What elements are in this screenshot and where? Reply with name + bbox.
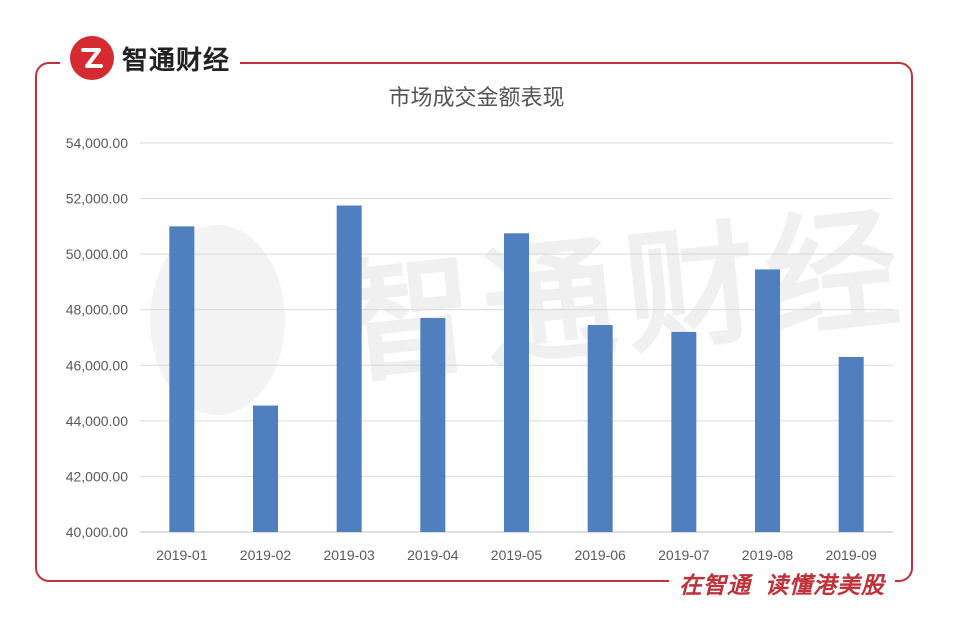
- x-tick-label: 2019-03: [323, 547, 375, 563]
- y-tick-label: 46,000.00: [66, 357, 128, 373]
- brand-header: 智通财经: [60, 34, 241, 82]
- x-axis-ticks: 2019-01 2019-02 2019-03 2019-04 2019-05 2019-…: [156, 547, 877, 563]
- x-tick-label: 2019-02: [240, 547, 292, 563]
- x-tick-label: 2019-06: [574, 547, 626, 563]
- y-tick-label: 40,000.00: [66, 524, 128, 540]
- bar-2019-04: [420, 318, 446, 532]
- bar-2019-02: [253, 405, 278, 532]
- y-axis-ticks: 40,000.00 42,000.00 44,000.00 46,000.00 48,0…: [66, 135, 128, 540]
- x-tick-label: 2019-04: [407, 547, 459, 563]
- bar-2019-05: [504, 233, 529, 532]
- bar-2019-09: [838, 356, 864, 532]
- y-tick-label: 42,000.00: [66, 468, 128, 484]
- bar-2019-06: [587, 324, 613, 532]
- bar-2019-01: [169, 226, 195, 532]
- bar-2019-08: [755, 269, 780, 532]
- y-tick-label: 52,000.00: [66, 191, 128, 207]
- brand-logo-icon: [70, 36, 114, 80]
- y-tick-label: 44,000.00: [66, 413, 128, 429]
- bars: [169, 205, 864, 532]
- x-tick-label: 2019-08: [742, 547, 794, 563]
- y-tick-label: 54,000.00: [66, 135, 128, 151]
- slogan: 在智通 读懂港美股: [669, 566, 895, 600]
- bar-2019-03: [336, 205, 362, 532]
- brand-name: 智通财经: [122, 45, 231, 76]
- slogan-part2: 读懂港美股: [765, 573, 885, 599]
- chart-frame: [35, 62, 913, 582]
- y-tick-label: 50,000.00: [66, 246, 128, 262]
- bar-2019-07: [671, 331, 697, 532]
- chart-title: 市场成交金额表现: [388, 86, 565, 111]
- y-tick-label: 48,000.00: [66, 302, 128, 318]
- x-tick-label: 2019-05: [491, 547, 543, 563]
- slogan-part1: 在智通: [679, 573, 751, 599]
- x-tick-label: 2019-07: [658, 547, 710, 563]
- x-tick-label: 2019-09: [825, 547, 877, 563]
- x-tick-label: 2019-01: [156, 547, 208, 563]
